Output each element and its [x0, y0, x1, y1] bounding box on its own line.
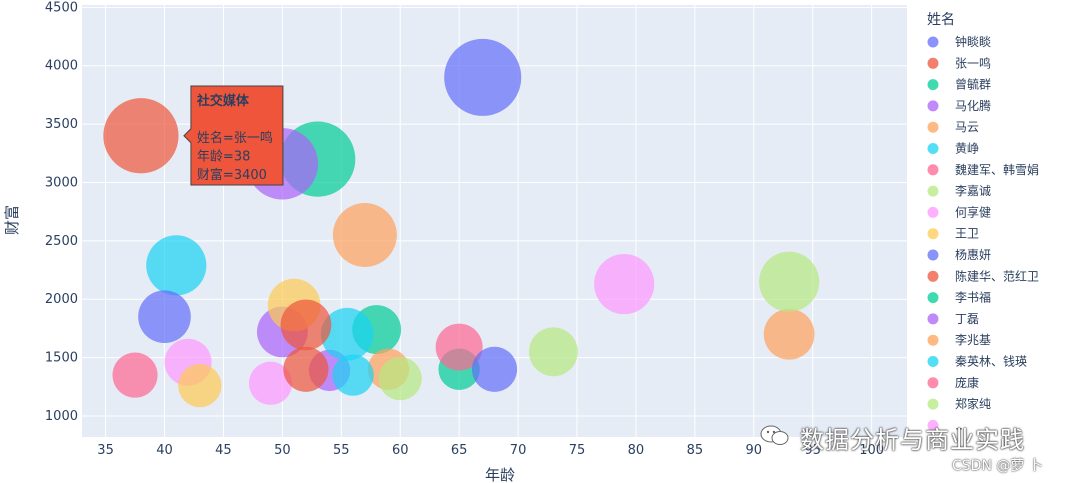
- legend-marker: [927, 143, 939, 154]
- bubble-layer: [103, 38, 820, 408]
- y-tick-label: 2500: [45, 234, 78, 249]
- bubble-point: [178, 364, 222, 408]
- legend-item-label: 丁磊: [955, 312, 979, 326]
- bubble-point: [103, 98, 179, 174]
- legend-item-label: 庞康: [955, 375, 979, 390]
- x-tick-label: 75: [569, 443, 586, 458]
- legend-item-label: 李嘉诚: [955, 183, 991, 198]
- x-tick-label: 60: [392, 443, 409, 458]
- wechat-icon: [760, 425, 789, 445]
- x-tick-label: 45: [215, 443, 232, 458]
- legend-marker: [927, 292, 939, 304]
- bubble-point: [594, 253, 655, 315]
- bubble-point: [763, 308, 815, 360]
- legend-item-label: 秦英林、钱瑛: [955, 354, 1027, 369]
- legend-marker: [927, 57, 939, 69]
- legend-item-label: 李兆基: [955, 332, 991, 347]
- legend-marker: [927, 100, 939, 112]
- x-axis-title: 年龄: [485, 466, 515, 483]
- legend-marker: [927, 334, 939, 346]
- x-tick-label: 90: [746, 443, 763, 458]
- x-tick-label: 95: [804, 443, 821, 458]
- legend-marker: [927, 356, 939, 367]
- legend-marker: [927, 398, 939, 410]
- x-tick-label: 80: [628, 443, 645, 458]
- y-tick-label: 3500: [45, 117, 78, 132]
- bubble-point: [471, 346, 518, 392]
- bubble-point: [320, 307, 374, 361]
- y-tick-label: 4000: [45, 59, 78, 74]
- x-tick-label: 85: [687, 443, 704, 458]
- legend-marker: [927, 121, 939, 133]
- legend-marker: [927, 249, 939, 261]
- x-tick-label: 55: [333, 443, 350, 458]
- y-tick-label: 2000: [45, 292, 78, 307]
- bubble-point: [280, 299, 332, 351]
- watermark-text: 数据分析与商业实践: [800, 426, 1025, 454]
- legend-marker: [927, 228, 939, 240]
- legend-marker: [927, 206, 939, 218]
- legend-marker: [927, 377, 939, 389]
- y-tick-label: 1500: [45, 351, 78, 366]
- tooltip-line: 财富=3400: [197, 167, 267, 183]
- legend-marker: [927, 313, 939, 325]
- legend-item-label: 陈建华、范红卫: [955, 268, 1039, 283]
- legend-item-label: 郑家纯: [955, 396, 991, 411]
- legend-title: 姓名: [927, 12, 955, 28]
- legend-item-label: 张一鸣: [955, 55, 991, 70]
- legend-marker: [927, 36, 939, 48]
- legend-item-label: 王卫: [955, 227, 979, 241]
- gridlines: [82, 5, 907, 437]
- x-tick-label: 100: [859, 443, 884, 458]
- x-tick-label: 65: [451, 443, 468, 458]
- bubble-point: [435, 323, 483, 371]
- y-tick-label: 4500: [45, 0, 78, 15]
- legend-item-label: 杨惠妍: [955, 247, 991, 262]
- y-axis-ticks: 1000 1500 2000 2500 3000 3500 4000 4500: [45, 0, 78, 424]
- bubble-point: [248, 361, 293, 405]
- tooltip-title: 社交媒体: [196, 93, 250, 109]
- bubble-point: [332, 203, 397, 267]
- bubble-point: [759, 251, 820, 312]
- x-axis-ticks: 35 40 45 50 55 60 65 70 75 80 85 90 95 100: [97, 443, 884, 458]
- bubble-point: [378, 357, 422, 401]
- tooltip-line: 年龄=38: [197, 150, 250, 165]
- legend[interactable]: 钟睒睒张一鸣曾毓群马化腾马云黄峥魏建军、韩雪娟李嘉诚何享健王卫杨惠妍陈建华、范红…: [927, 34, 1040, 432]
- bubble-point: [146, 235, 207, 296]
- legend-marker: [927, 419, 939, 431]
- legend-marker: [927, 270, 939, 282]
- legend-item-label: 黄峥: [955, 142, 979, 156]
- bubble-point: [528, 327, 578, 377]
- y-axis-title: 财富: [3, 205, 21, 235]
- tooltip-box: [183, 85, 284, 186]
- bubble-point: [283, 346, 329, 392]
- bubble-point: [112, 352, 158, 398]
- legend-item-label: 马云: [955, 120, 979, 134]
- legend-item-label: …: [955, 418, 967, 432]
- y-tick-label: 3000: [45, 175, 78, 190]
- legend-marker: [927, 185, 939, 197]
- bubble-point: [138, 290, 191, 344]
- y-tick-label: 1000: [45, 409, 78, 424]
- x-tick-label: 35: [97, 443, 114, 458]
- legend-item-label: 曾毓群: [955, 77, 991, 92]
- x-tick-label: 50: [274, 443, 291, 458]
- tooltip-line: 姓名=张一鸣: [197, 130, 273, 146]
- bubble-point: [332, 354, 374, 396]
- watermark-csdn: CSDN @萝 卜: [952, 458, 1043, 474]
- legend-marker: [927, 79, 939, 91]
- legend-marker: [927, 164, 939, 176]
- legend-item-label: 李书福: [955, 290, 991, 305]
- legend-item-label: 魏建军、韩雪娟: [955, 162, 1039, 177]
- legend-item-label: 马化腾: [955, 98, 991, 113]
- legend-item-label: 何享健: [955, 204, 991, 219]
- bubble-point: [444, 38, 522, 116]
- legend-item-label: 钟睒睒: [955, 34, 991, 49]
- x-tick-label: 70: [510, 443, 527, 458]
- x-tick-label: 40: [156, 443, 173, 458]
